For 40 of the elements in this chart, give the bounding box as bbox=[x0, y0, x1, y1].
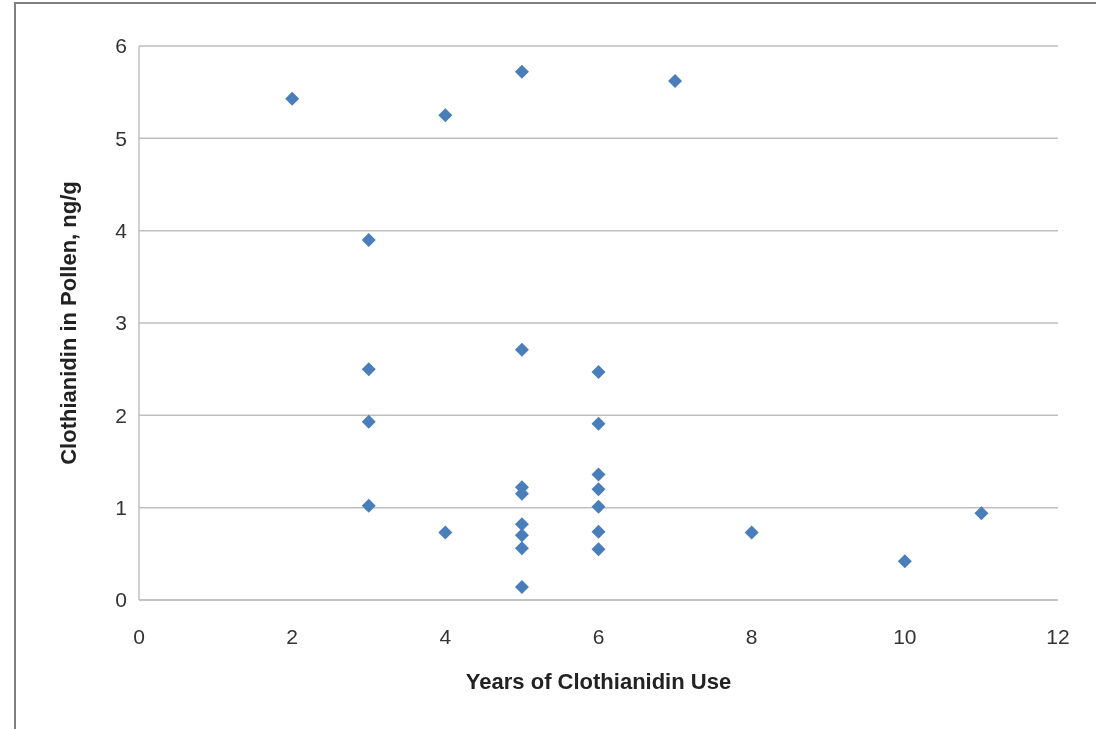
point bbox=[591, 542, 606, 557]
y-tick-label: 2 bbox=[115, 403, 127, 427]
y-tick-label: 3 bbox=[115, 311, 127, 335]
x-axis-title: Years of Clothianidin Use bbox=[465, 669, 732, 694]
point bbox=[514, 580, 529, 595]
x-tick-label: 10 bbox=[893, 625, 917, 648]
y-tick-label: 6 bbox=[115, 34, 127, 58]
point bbox=[514, 64, 529, 79]
x-tick-label: 0 bbox=[133, 625, 145, 648]
x-tick-label: 8 bbox=[745, 625, 758, 648]
point bbox=[591, 499, 606, 514]
point bbox=[591, 482, 606, 497]
point bbox=[361, 232, 376, 247]
y-axis-title: Clothianidin in Pollen, ng/g bbox=[56, 181, 81, 465]
point bbox=[591, 364, 606, 379]
point bbox=[514, 528, 529, 543]
point bbox=[361, 498, 376, 513]
point bbox=[285, 91, 300, 106]
point bbox=[438, 108, 453, 123]
point bbox=[514, 517, 529, 532]
point bbox=[974, 506, 989, 521]
point bbox=[438, 525, 453, 540]
point bbox=[897, 554, 912, 569]
point bbox=[591, 524, 606, 539]
y-tick-label: 4 bbox=[115, 219, 128, 243]
point bbox=[361, 362, 376, 377]
point bbox=[591, 416, 606, 431]
point bbox=[514, 541, 529, 556]
x-tick-label: 4 bbox=[439, 625, 452, 648]
x-tick-label: 2 bbox=[286, 625, 299, 648]
y-tick-label: 1 bbox=[115, 496, 127, 520]
point bbox=[361, 414, 376, 429]
y-tick-label: 5 bbox=[115, 126, 127, 150]
point bbox=[591, 467, 606, 482]
point bbox=[744, 525, 759, 540]
x-tick-label: 6 bbox=[592, 625, 605, 648]
x-tick-label: 12 bbox=[1046, 625, 1070, 648]
point bbox=[514, 342, 529, 357]
point bbox=[668, 74, 683, 89]
y-tick-label: 0 bbox=[115, 588, 127, 612]
